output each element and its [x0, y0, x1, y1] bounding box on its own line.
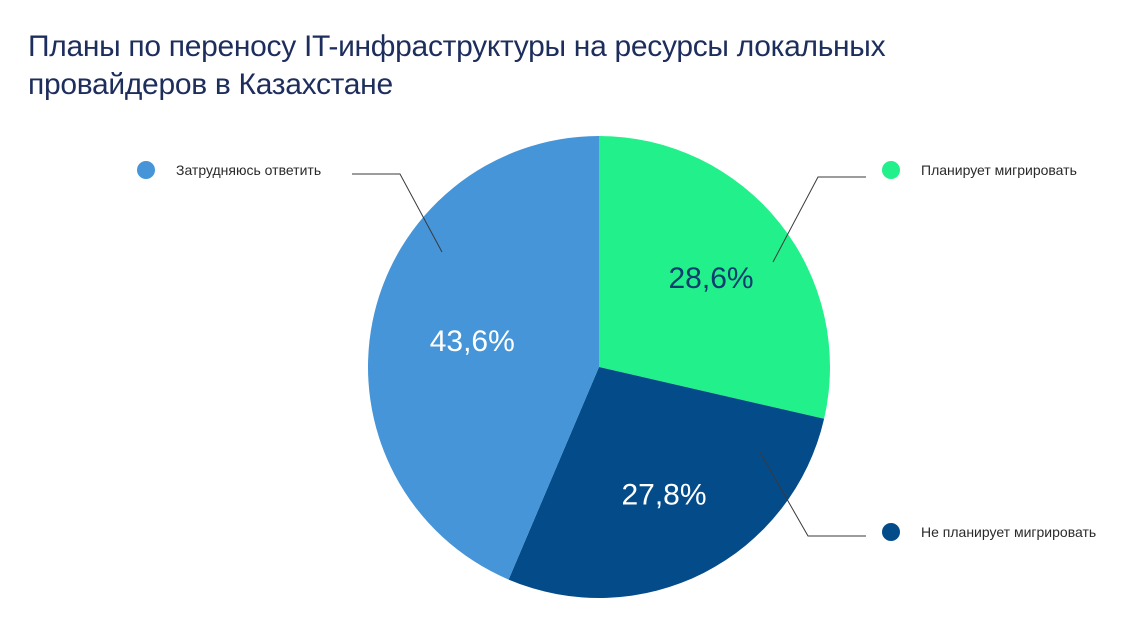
leader-line-1 — [772, 176, 866, 263]
pie-slice-2 — [508, 367, 825, 598]
pie-slice-3 — [368, 136, 599, 580]
slice-label-3: 43,6% — [430, 325, 515, 358]
leader-line-2 — [759, 451, 866, 537]
slice-label-1: 28,6% — [669, 262, 754, 295]
legend-label-1: Планирует мигрировать — [921, 162, 1077, 178]
legend-label-3: Затрудняюсь ответить — [176, 162, 321, 178]
legend-label-2: Не планирует мигрировать — [921, 524, 1096, 540]
legend-dot-1 — [882, 161, 900, 179]
leader-line-3 — [352, 173, 443, 253]
chart-title: Планы по переносу IT-инфраструктуры на р… — [28, 30, 886, 101]
pie-slice-1 — [599, 136, 830, 419]
legend-dot-2 — [882, 523, 900, 541]
legend-dot-3 — [137, 161, 155, 179]
slice-label-2: 27,8% — [621, 479, 706, 512]
